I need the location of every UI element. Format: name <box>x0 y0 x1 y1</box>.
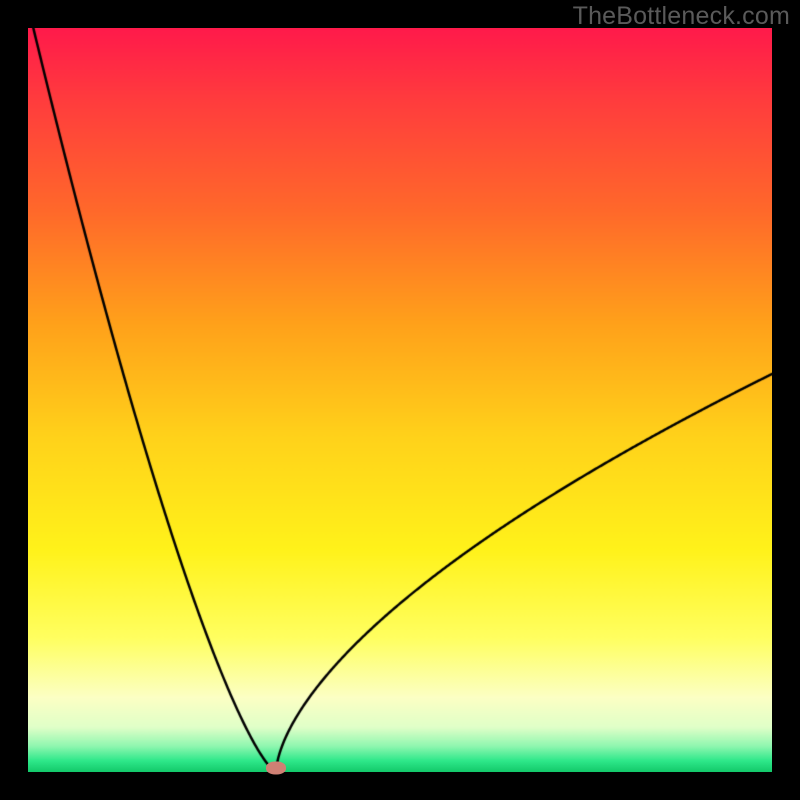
figure-root: TheBottleneck.com <box>0 0 800 800</box>
bottleneck-curve <box>28 28 772 772</box>
optimum-marker <box>266 762 286 775</box>
watermark-text: TheBottleneck.com <box>573 2 790 31</box>
plot-area <box>28 28 772 772</box>
